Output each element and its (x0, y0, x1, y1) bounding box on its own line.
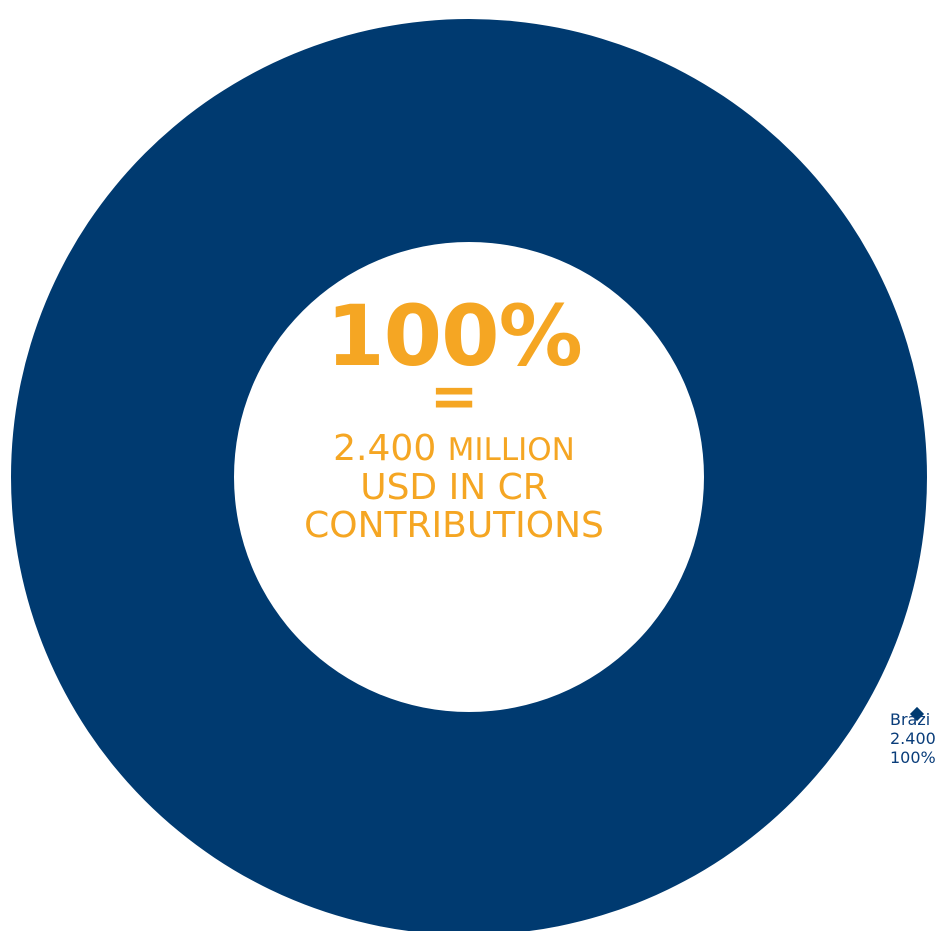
center-amount: 2.400 (333, 428, 437, 469)
center-label: 100% = 2.400 MILLION USD IN CR CONTRIBUT… (244, 290, 664, 545)
center-line-3: CONTRIBUTIONS (304, 505, 604, 546)
center-line-1: 2.400 MILLION (244, 430, 664, 469)
center-equals: = (429, 362, 479, 430)
donut-slices (11, 19, 927, 931)
center-unit: MILLION (447, 432, 575, 468)
center-percent: 100% (326, 287, 583, 385)
slice-label-brazil: Brazi 2.400 100% (890, 710, 948, 767)
center-line-2: USD IN CR (360, 467, 548, 508)
slice-label-value: 2.400 (890, 729, 936, 748)
donut-slice-brazil (11, 19, 927, 931)
slice-label-category: Brazi (890, 710, 931, 729)
slice-label-percent: 100% (890, 748, 936, 767)
